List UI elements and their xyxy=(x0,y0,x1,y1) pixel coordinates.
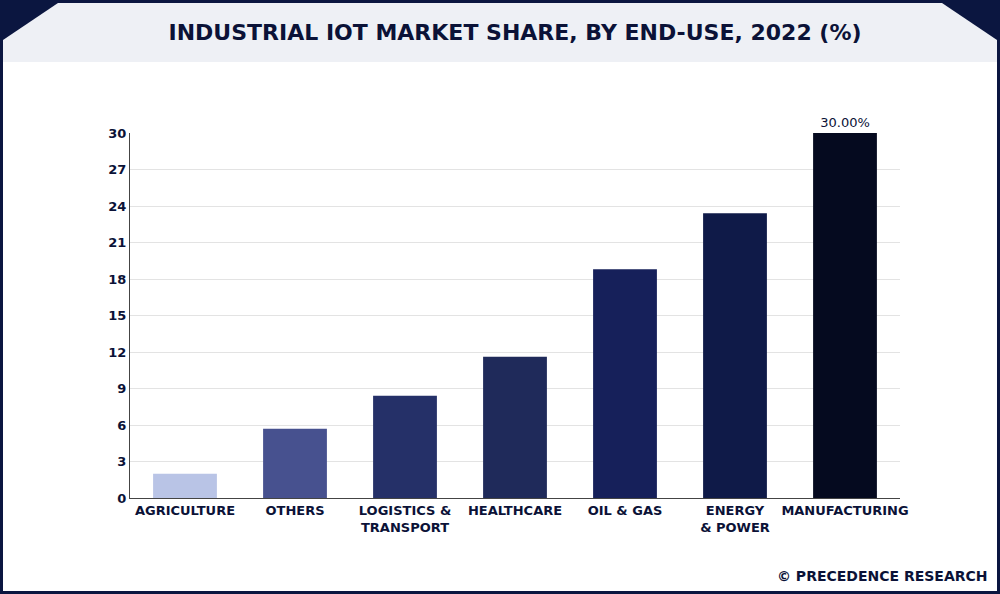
svg-text:LOGISTICS &TRANSPORT: LOGISTICS &TRANSPORT xyxy=(359,503,451,535)
svg-text:AGRICULTURE: AGRICULTURE xyxy=(135,503,235,518)
svg-text:OIL & GAS: OIL & GAS xyxy=(588,503,663,518)
svg-text:30.00%: 30.00% xyxy=(820,115,870,130)
svg-text:© PRECEDENCE RESEARCH: © PRECEDENCE RESEARCH xyxy=(777,568,988,584)
svg-text:27: 27 xyxy=(108,162,126,177)
svg-text:ENERGY& POWER: ENERGY& POWER xyxy=(700,503,770,535)
svg-text:12: 12 xyxy=(108,345,126,360)
svg-text:0: 0 xyxy=(117,491,126,506)
svg-text:30: 30 xyxy=(108,126,126,141)
svg-text:9: 9 xyxy=(117,381,126,396)
svg-text:18: 18 xyxy=(108,272,126,287)
svg-text:3: 3 xyxy=(117,454,126,469)
svg-text:6: 6 xyxy=(117,418,126,433)
svg-text:24: 24 xyxy=(108,199,126,214)
svg-text:HEALTHCARE: HEALTHCARE xyxy=(468,503,562,518)
svg-text:MANUFACTURING: MANUFACTURING xyxy=(781,503,908,518)
svg-text:INDUSTRIAL IOT MARKET SHARE, B: INDUSTRIAL IOT MARKET SHARE, BY END-USE,… xyxy=(168,20,861,45)
svg-text:21: 21 xyxy=(108,235,126,250)
svg-text:15: 15 xyxy=(108,308,126,323)
svg-text:OTHERS: OTHERS xyxy=(265,503,324,518)
